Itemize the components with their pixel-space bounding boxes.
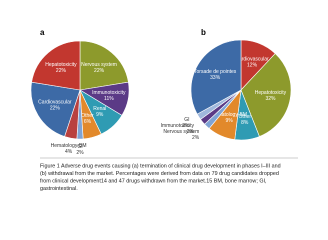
slice-value-label: 11% — [104, 96, 114, 102]
slice-value-label: 2% — [192, 135, 200, 141]
slice-value-label: 22% — [94, 68, 105, 74]
slice-value-label: 12% — [247, 62, 258, 68]
slice-label: Torsade de pointes — [194, 69, 237, 75]
slice-label: GI — [184, 117, 189, 123]
slice-value-label: 2% — [182, 123, 190, 129]
slice-value-label: 4% — [65, 149, 73, 155]
slice-value-label: 2% — [187, 129, 195, 135]
slice-label: Cardiovascular — [38, 100, 72, 106]
pie-slice — [190, 39, 242, 115]
slice-label: Hematology-BM — [51, 143, 87, 149]
caption-line: from clinical development14 and 47 drugs… — [40, 178, 267, 184]
slice-value-label: 33% — [210, 75, 221, 81]
pie-slice — [31, 40, 81, 91]
slice-value-label: 8% — [241, 120, 249, 126]
slice-label: GI — [77, 144, 82, 150]
slice-value-label: 6% — [84, 119, 92, 125]
slice-value-label: 9% — [96, 112, 104, 118]
slice-value-label: 22% — [56, 68, 67, 74]
caption-line: Figure 1 Adverse drug events causing (a)… — [40, 163, 281, 169]
slice-label: Nervous system — [81, 62, 117, 68]
slice-label: Hepatotoxicity — [45, 62, 77, 68]
slice-label: Hepatotoxicity — [255, 90, 287, 96]
slice-label: Immunotoxicity — [92, 90, 126, 96]
slice-label: Other — [81, 113, 94, 119]
pie-slice — [30, 81, 81, 137]
caption-line: (b) withdrawal from the market. Percenta… — [40, 171, 279, 177]
slice-value-label: 2% — [76, 150, 84, 156]
pie-slice — [240, 53, 292, 137]
slice-label: Cardiovascular — [235, 56, 269, 62]
panel-label: a — [40, 28, 45, 37]
slice-label: Immunotoxicity — [161, 123, 195, 129]
slice-value-label: 9% — [225, 118, 233, 124]
slice-label: Hematology-BM — [211, 112, 247, 118]
panel-label: b — [201, 28, 206, 37]
caption-line: gastrointestinal. — [40, 186, 78, 192]
pie-slice — [79, 40, 129, 91]
slice-label: Nervous system — [163, 129, 199, 135]
slice-value-label: 32% — [265, 96, 276, 102]
slice-label: Other — [239, 114, 252, 120]
slice-label: Renal — [93, 106, 106, 112]
slice-value-label: 22% — [50, 106, 61, 112]
